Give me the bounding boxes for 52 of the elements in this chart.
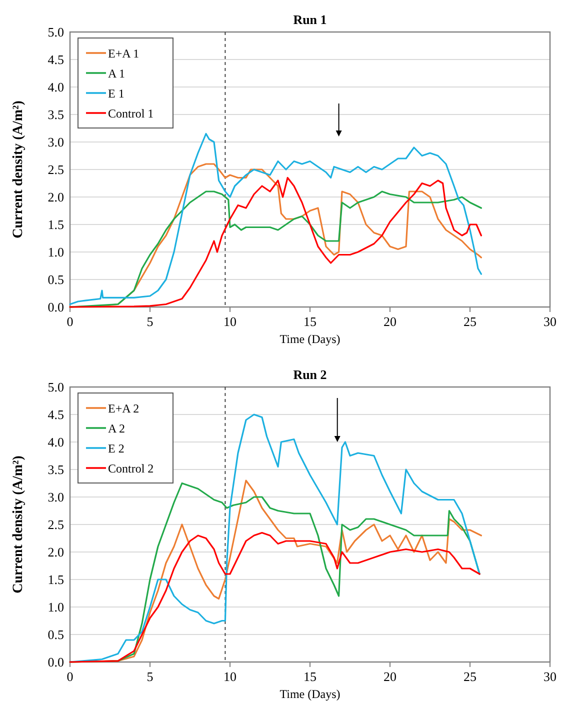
x-tick-label: 0 — [66, 314, 74, 329]
y-axis-title: Current density (A/m²) — [11, 455, 26, 594]
legend-label: Control 2 — [108, 462, 154, 476]
y-tick-label: 2.0 — [48, 190, 64, 204]
y-axis-title: Current density (A/m²) — [11, 100, 26, 238]
chart-title: Run 2 — [293, 367, 327, 382]
y-tick-label: 3.5 — [48, 107, 64, 122]
y-tick-label: 0.0 — [48, 300, 64, 314]
y-tick-label: 2.5 — [48, 517, 64, 532]
x-tick-label: 25 — [464, 669, 476, 684]
x-tick-label: 5 — [146, 314, 154, 329]
y-tick-label: 2.0 — [48, 544, 64, 560]
y-tick-label: 2.5 — [48, 162, 64, 177]
y-tick-label: 0.5 — [48, 627, 64, 642]
x-tick-label: 10 — [224, 314, 236, 329]
y-tick-label: 5.0 — [48, 380, 64, 394]
y-tick-label: 0.0 — [48, 654, 64, 670]
y-tick-label: 1.0 — [48, 600, 64, 614]
legend-label: Control 1 — [108, 106, 154, 120]
legend-label: E 1 — [108, 86, 124, 100]
x-tick-label: 30 — [544, 669, 556, 684]
legend-label: E+A 1 — [108, 46, 140, 60]
x-tick-label: 30 — [544, 314, 556, 329]
y-tick-label: 4.5 — [48, 52, 64, 67]
legend-label: E+A 2 — [108, 402, 140, 416]
y-tick-label: 3.0 — [48, 134, 64, 150]
y-tick-label: 5.0 — [48, 24, 64, 40]
x-axis-title: Time (Days) — [280, 687, 340, 701]
legend-label: A 1 — [108, 66, 126, 80]
y-tick-label: 3.5 — [48, 462, 64, 477]
x-tick-label: 10 — [224, 669, 236, 684]
y-tick-label: 3.0 — [48, 490, 64, 504]
legend-label: A 2 — [108, 422, 126, 436]
x-tick-label: 20 — [384, 314, 396, 329]
y-tick-label: 1.5 — [48, 217, 64, 232]
y-tick-label: 1.0 — [48, 244, 64, 260]
y-tick-label: 4.5 — [48, 407, 64, 422]
y-tick-label: 4.0 — [48, 434, 64, 450]
x-tick-label: 25 — [464, 314, 476, 329]
x-tick-label: 20 — [384, 669, 396, 684]
y-tick-label: 4.0 — [48, 80, 64, 94]
x-tick-label: 0 — [66, 669, 74, 684]
y-tick-label: 0.5 — [48, 272, 64, 287]
x-tick-label: 15 — [304, 314, 316, 329]
x-axis-title: Time (Days) — [280, 332, 340, 346]
y-tick-label: 1.5 — [48, 572, 64, 587]
chart-title: Run 1 — [293, 12, 327, 27]
line-series — [69, 532, 480, 663]
x-tick-label: 15 — [304, 669, 316, 684]
x-tick-label: 5 — [146, 669, 154, 684]
legend-label: E 2 — [108, 442, 124, 456]
line-series — [69, 132, 482, 306]
